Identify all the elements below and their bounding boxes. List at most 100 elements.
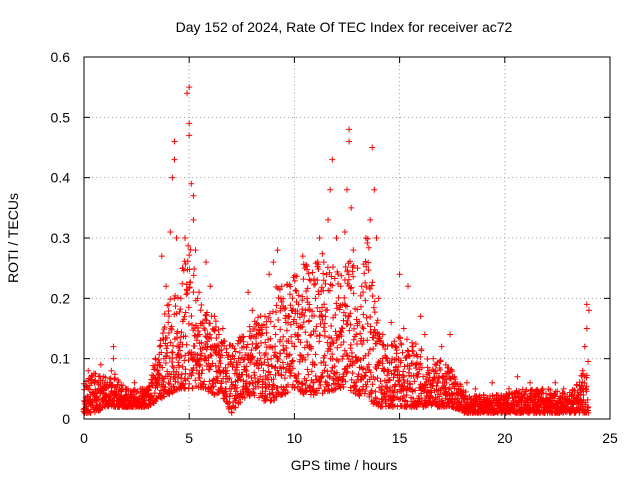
data-point bbox=[335, 294, 342, 301]
data-point bbox=[280, 295, 287, 302]
data-point bbox=[385, 368, 392, 375]
data-point bbox=[361, 390, 368, 397]
data-point bbox=[96, 373, 103, 380]
data-point bbox=[320, 324, 327, 331]
data-point bbox=[316, 308, 323, 315]
data-point bbox=[286, 313, 293, 320]
data-point bbox=[196, 362, 203, 369]
data-point bbox=[207, 363, 214, 370]
data-point bbox=[400, 393, 407, 400]
data-point bbox=[158, 349, 165, 356]
data-point bbox=[423, 376, 430, 383]
data-point bbox=[551, 393, 558, 400]
data-point bbox=[161, 311, 168, 318]
data-point bbox=[316, 332, 323, 339]
data-point bbox=[289, 357, 296, 364]
data-point bbox=[277, 350, 284, 357]
data-point bbox=[315, 265, 322, 272]
data-point bbox=[261, 359, 268, 366]
data-point bbox=[184, 290, 191, 297]
data-point bbox=[363, 314, 370, 321]
data-point bbox=[350, 262, 357, 269]
data-point bbox=[166, 381, 173, 388]
data-point bbox=[279, 359, 286, 366]
data-point bbox=[220, 338, 227, 345]
data-point bbox=[356, 318, 363, 325]
data-point bbox=[378, 383, 385, 390]
data-point bbox=[369, 381, 376, 388]
data-point bbox=[193, 367, 200, 374]
data-point bbox=[191, 342, 198, 349]
data-point bbox=[281, 306, 288, 313]
data-point bbox=[187, 279, 194, 286]
data-point bbox=[283, 345, 290, 352]
data-point bbox=[160, 393, 167, 400]
data-point bbox=[245, 289, 252, 296]
data-point bbox=[321, 332, 328, 339]
data-point bbox=[184, 375, 191, 382]
data-point bbox=[187, 246, 194, 253]
data-point bbox=[295, 371, 302, 378]
data-point bbox=[195, 328, 202, 335]
data-point bbox=[169, 349, 176, 356]
data-point bbox=[88, 399, 95, 406]
data-point bbox=[480, 391, 487, 398]
data-point bbox=[417, 313, 424, 320]
data-point bbox=[225, 400, 232, 407]
data-point bbox=[313, 323, 320, 330]
data-point bbox=[402, 397, 409, 404]
x-axis-label: GPS time / hours bbox=[291, 457, 398, 473]
data-point bbox=[264, 356, 271, 363]
data-point bbox=[532, 394, 539, 401]
data-point bbox=[518, 391, 525, 398]
data-point bbox=[328, 323, 335, 330]
data-point bbox=[334, 268, 341, 275]
data-point bbox=[256, 349, 263, 356]
data-point bbox=[282, 319, 289, 326]
data-point bbox=[333, 235, 340, 241]
data-point bbox=[322, 280, 329, 287]
data-point bbox=[395, 377, 402, 384]
data-point bbox=[506, 385, 513, 392]
data-point bbox=[194, 351, 201, 358]
data-point bbox=[397, 335, 404, 342]
data-point bbox=[326, 269, 333, 276]
data-point bbox=[459, 391, 466, 398]
data-point bbox=[355, 371, 362, 378]
data-point bbox=[264, 394, 271, 401]
y-tick-label: 0.6 bbox=[51, 49, 71, 65]
data-point bbox=[240, 377, 247, 384]
data-point bbox=[269, 344, 276, 351]
y-tick-label: 0.3 bbox=[51, 230, 71, 246]
data-point bbox=[312, 280, 319, 287]
data-point bbox=[385, 393, 392, 400]
data-point bbox=[246, 380, 253, 387]
data-point bbox=[407, 381, 414, 388]
x-tick-label: 10 bbox=[287, 430, 303, 446]
data-point bbox=[420, 373, 427, 380]
data-point bbox=[189, 321, 196, 328]
data-point bbox=[144, 387, 151, 394]
data-point bbox=[233, 388, 240, 395]
data-point bbox=[278, 299, 285, 306]
data-point bbox=[299, 323, 306, 330]
data-point bbox=[493, 391, 500, 398]
data-point bbox=[234, 366, 241, 373]
data-point bbox=[225, 405, 232, 412]
data-point bbox=[165, 380, 172, 387]
data-point bbox=[309, 308, 316, 315]
data-point bbox=[267, 397, 274, 404]
x-tick-label: 5 bbox=[185, 430, 193, 446]
data-point bbox=[510, 397, 517, 404]
x-tick-labels: 0 5 10 15 20 25 bbox=[80, 430, 618, 446]
data-point bbox=[171, 156, 178, 163]
data-point bbox=[157, 342, 164, 349]
data-point bbox=[127, 391, 134, 398]
data-point bbox=[357, 357, 364, 364]
data-point bbox=[236, 373, 243, 380]
data-point bbox=[110, 343, 117, 350]
data-point bbox=[358, 283, 365, 290]
data-point bbox=[379, 331, 386, 338]
data-point bbox=[189, 385, 196, 392]
data-point bbox=[280, 386, 287, 393]
